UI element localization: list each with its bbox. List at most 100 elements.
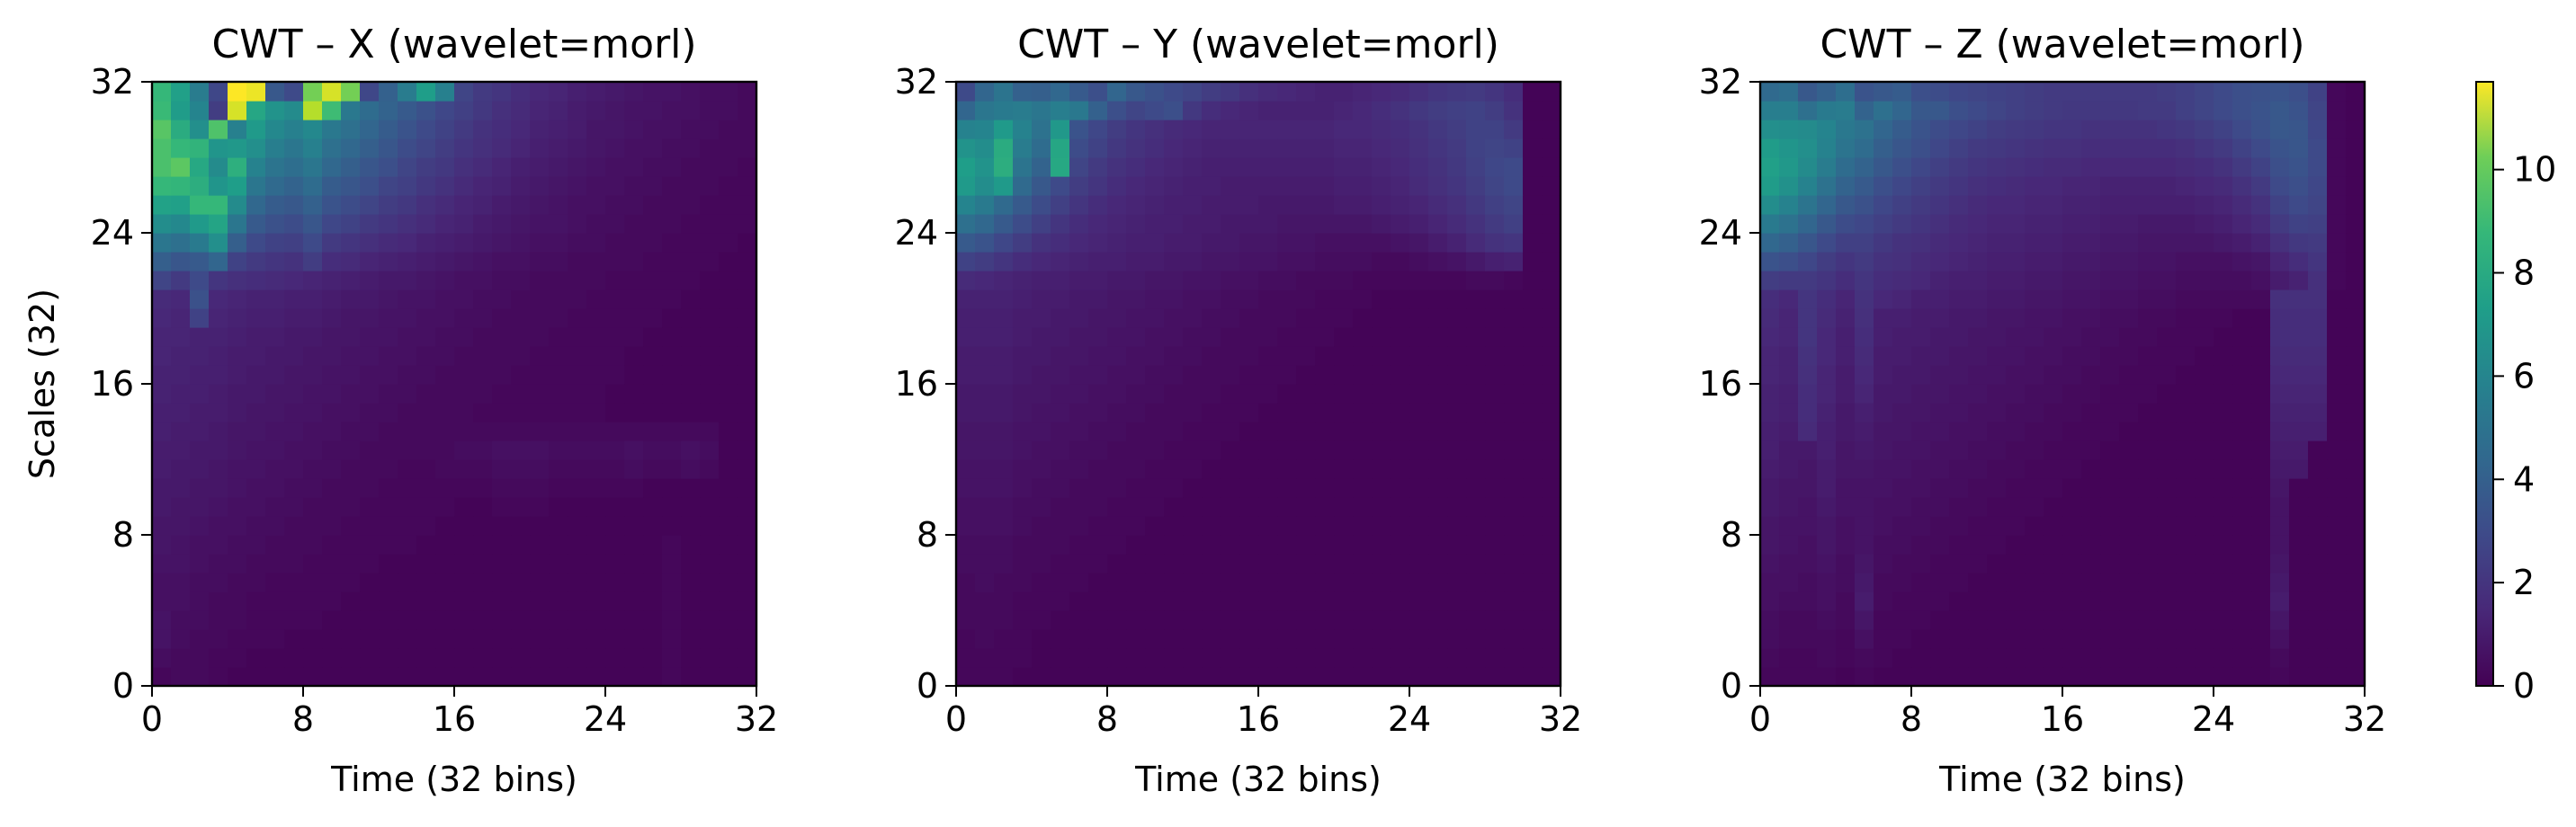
heatmap-cell (681, 478, 701, 498)
heatmap-cell (1051, 327, 1070, 347)
heatmap-cell (1911, 629, 1931, 649)
heatmap-cell (1315, 384, 1335, 404)
heatmap-cell (2100, 554, 2120, 574)
heatmap-cell (1372, 554, 1391, 574)
heatmap-cell (1277, 591, 1297, 611)
heatmap-cell (586, 195, 606, 215)
heatmap-cell (435, 648, 455, 668)
heatmap-cell (2044, 195, 2063, 215)
heatmap-cell (1523, 82, 1543, 102)
heatmap-cell (605, 591, 625, 611)
heatmap-cell (228, 365, 247, 385)
heatmap-cell (1164, 667, 1184, 687)
heatmap-cell (1911, 573, 1931, 592)
heatmap-cell (1466, 157, 1486, 177)
heatmap-cell (2308, 138, 2328, 158)
heatmap-cell (719, 403, 738, 422)
heatmap-cell (2044, 384, 2063, 404)
heatmap-cell (2138, 478, 2158, 498)
heatmap-cell (2289, 478, 2309, 498)
heatmap-cell (1013, 573, 1033, 592)
heatmap-cell (568, 308, 587, 328)
heatmap-cell (1892, 327, 1912, 347)
heatmap-cell (2214, 214, 2233, 234)
heatmap-cell (568, 195, 587, 215)
heatmap-cell (549, 365, 568, 385)
heatmap-cell (662, 667, 682, 687)
heatmap-cell (1221, 591, 1240, 611)
heatmap-cell (265, 516, 285, 536)
heatmap-cell (1164, 214, 1184, 234)
heatmap-cell (1391, 629, 1410, 649)
heatmap-cell (1277, 403, 1297, 422)
heatmap-cell (1372, 535, 1391, 555)
heatmap-cell (190, 573, 210, 592)
heatmap-cell (2025, 308, 2044, 328)
heatmap-cell (568, 478, 587, 498)
heatmap-cell (662, 535, 682, 555)
heatmap-cell (1523, 365, 1543, 385)
heatmap-cell (284, 365, 304, 385)
heatmap-cell (1183, 629, 1203, 649)
heatmap-cell (1258, 573, 1278, 592)
heatmap-cell (643, 176, 663, 196)
heatmap-cell (2308, 120, 2328, 139)
heatmap-cell (1032, 101, 1051, 120)
heatmap-cell (1836, 271, 1856, 290)
heatmap-cell (643, 554, 663, 574)
heatmap-cell (956, 327, 976, 347)
heatmap-cell (681, 535, 701, 555)
heatmap-cell (719, 195, 738, 215)
heatmap-cell (246, 120, 266, 139)
heatmap-cell (2176, 327, 2196, 347)
heatmap-cell (1051, 610, 1070, 630)
heatmap-cell (416, 497, 436, 517)
heatmap-cell (1504, 82, 1524, 102)
heatmap-cell (2006, 82, 2026, 102)
heatmap-cell (1874, 535, 1893, 555)
heatmap-cell (1760, 440, 1780, 460)
heatmap-cell (2346, 327, 2366, 347)
heatmap-cell (568, 422, 587, 441)
heatmap-cell (1817, 497, 1837, 517)
heatmap-cell (2119, 157, 2139, 177)
heatmap-cell (322, 459, 342, 479)
heatmap-cell (956, 289, 976, 309)
heatmap-cell (1183, 365, 1203, 385)
heatmap-cell (246, 629, 266, 649)
heatmap-cell (2232, 252, 2252, 271)
heatmap-cell (492, 289, 512, 309)
heatmap-cell (1239, 459, 1259, 479)
heatmap-cell (994, 289, 1014, 309)
heatmap-cell (1372, 327, 1391, 347)
heatmap-cell (2289, 384, 2309, 404)
heatmap-cell (1126, 591, 1146, 611)
heatmap-cell (1372, 667, 1391, 687)
heatmap-cell (1968, 82, 1988, 102)
heatmap-cell (700, 271, 720, 290)
heatmap-cell (511, 271, 531, 290)
heatmap-cell (2270, 535, 2290, 555)
heatmap-cell (1760, 289, 1780, 309)
heatmap-cell (1855, 440, 1874, 460)
heatmap-cell (1930, 459, 1950, 479)
heatmap-cell (1447, 346, 1467, 366)
heatmap-cell (1968, 384, 1988, 404)
heatmap-cell (473, 610, 493, 630)
heatmap-cell (568, 138, 587, 158)
heatmap-cell (398, 535, 417, 555)
heatmap-cell (681, 459, 701, 479)
heatmap-cell (511, 403, 531, 422)
heatmap-cell (643, 440, 663, 460)
heatmap-cell (1968, 403, 1988, 422)
heatmap-cell (341, 554, 361, 574)
heatmap-cell (2214, 101, 2233, 120)
heatmap-cell (2270, 120, 2290, 139)
heatmap-cell (228, 516, 247, 536)
heatmap-cell (662, 497, 682, 517)
heatmap-cell (700, 289, 720, 309)
heatmap-cell (1798, 535, 1818, 555)
heatmap-cell (511, 440, 531, 460)
heatmap-cell (568, 233, 587, 253)
